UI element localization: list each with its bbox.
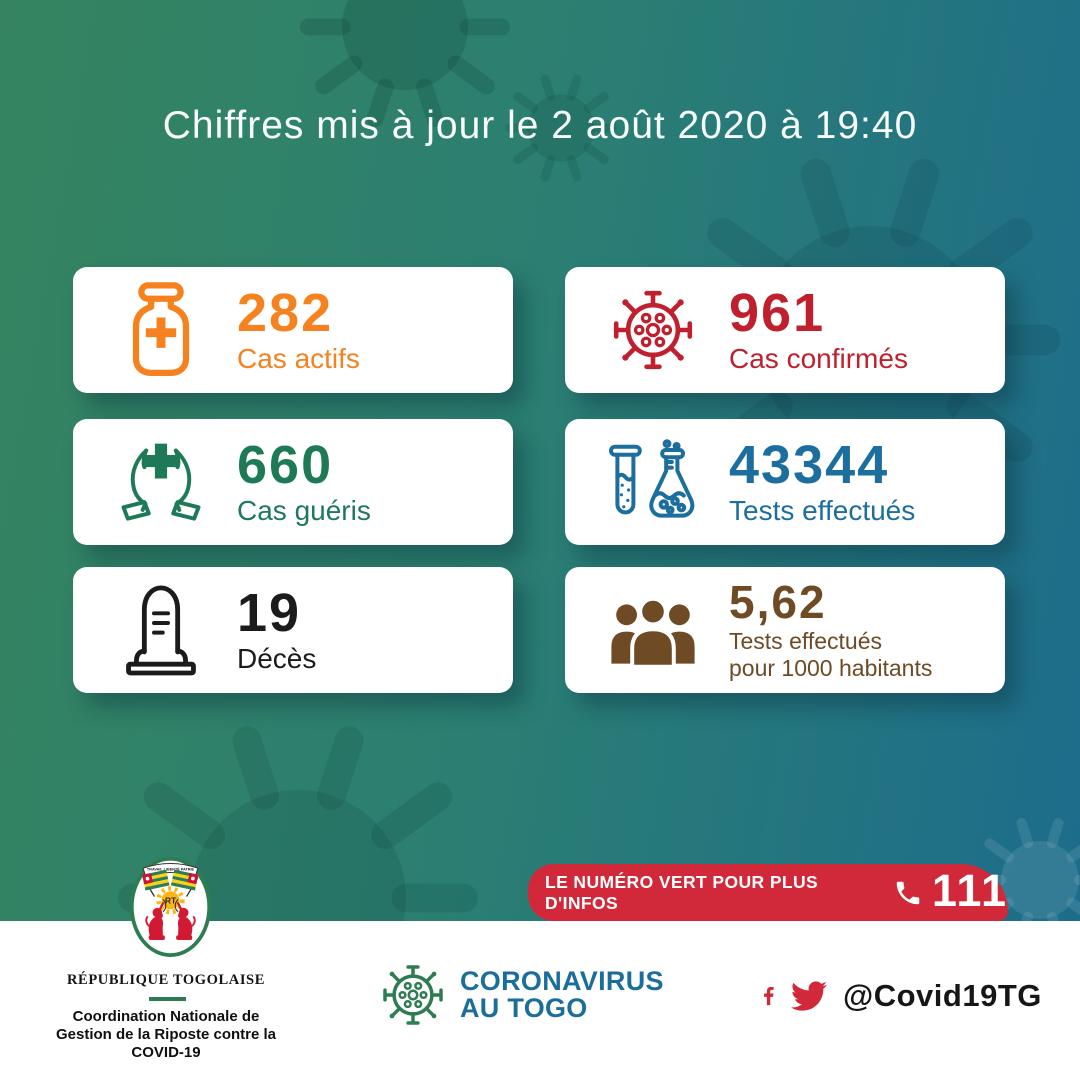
update-title: Chiffres mis à jour le 2 août 2020 à 19:…	[162, 104, 918, 147]
hotline-banner: LE NUMÉRO VERT POUR PLUS D'INFOS 111	[528, 864, 1008, 921]
hotline-number: 111	[931, 865, 1008, 916]
social-links: @Covid19TG	[758, 978, 1042, 1014]
coordination-line: Gestion de la Riposte contre la	[55, 1026, 277, 1043]
stat-card-tests: 43344 Tests effectués	[565, 419, 1005, 545]
healing-hands-icon	[111, 438, 211, 526]
stat-label: Tests effectués	[729, 627, 882, 654]
lab-tests-icon	[603, 435, 703, 529]
coronavirus-togo-logo: CORONAVIRUS AU TOGO	[378, 960, 664, 1030]
stat-value: 19	[237, 582, 302, 643]
stat-label: Décès	[237, 642, 317, 674]
gradient-background: Chiffres mis à jour le 2 août 2020 à 19:…	[0, 0, 1080, 921]
virus-logo-icon	[378, 960, 448, 1030]
hotline-label: LE NUMÉRO VERT POUR PLUS D'INFOS	[545, 871, 819, 913]
crest-rt-text: RT	[165, 896, 177, 906]
stat-value: 961	[729, 282, 826, 343]
stat-card-active-cases: 282 Cas actifs	[73, 267, 513, 393]
stat-value: 43344	[729, 434, 890, 495]
stat-card-recovered-cases: 660 Cas guéris	[73, 419, 513, 545]
stat-label: Cas confirmés	[729, 342, 908, 374]
coordination-text: Coordination Nationale de Gestion de la …	[36, 1008, 296, 1062]
brand-line2: AU TOGO	[460, 993, 588, 1023]
people-icon	[603, 590, 703, 670]
medicine-bottle-icon	[111, 280, 211, 380]
virus-icon	[603, 284, 703, 376]
twitter-icon[interactable]	[789, 978, 829, 1014]
stat-label-line2: pour 1000 habitants	[729, 654, 933, 681]
coordination-line: Coordination Nationale de	[72, 1008, 260, 1025]
stat-value: 282	[237, 282, 334, 343]
stat-value: 660	[237, 434, 334, 495]
stat-card-confirmed-cases: 961 Cas confirmés	[565, 267, 1005, 393]
stat-label: Cas actifs	[237, 342, 360, 374]
republic-name: RÉPUBLIQUE TOGOLAISE	[66, 972, 265, 988]
social-handle[interactable]: @Covid19TG	[843, 978, 1042, 1013]
phone-icon	[893, 878, 923, 908]
stat-card-tests-per-1000: 5,62 Tests effectués pour 1000 habitants	[565, 567, 1005, 693]
crest-divider	[149, 997, 186, 1001]
stat-value: 5,62	[729, 575, 827, 628]
stat-label: Cas guéris	[237, 494, 371, 526]
coordination-line: COVID-19	[131, 1044, 201, 1061]
facebook-icon[interactable]	[758, 978, 780, 1014]
brand-line1: CORONAVIRUS	[460, 966, 664, 996]
stat-label: Tests effectués	[729, 494, 916, 526]
crest-motto-text: TRAVAIL LIBERTÉ PATRIE	[147, 867, 195, 872]
tombstone-icon	[111, 580, 211, 680]
togo-coat-of-arms: TRAVAIL LIBERTÉ PATRIE RT	[129, 856, 212, 957]
stat-card-deaths: 19 Décès	[73, 567, 513, 693]
